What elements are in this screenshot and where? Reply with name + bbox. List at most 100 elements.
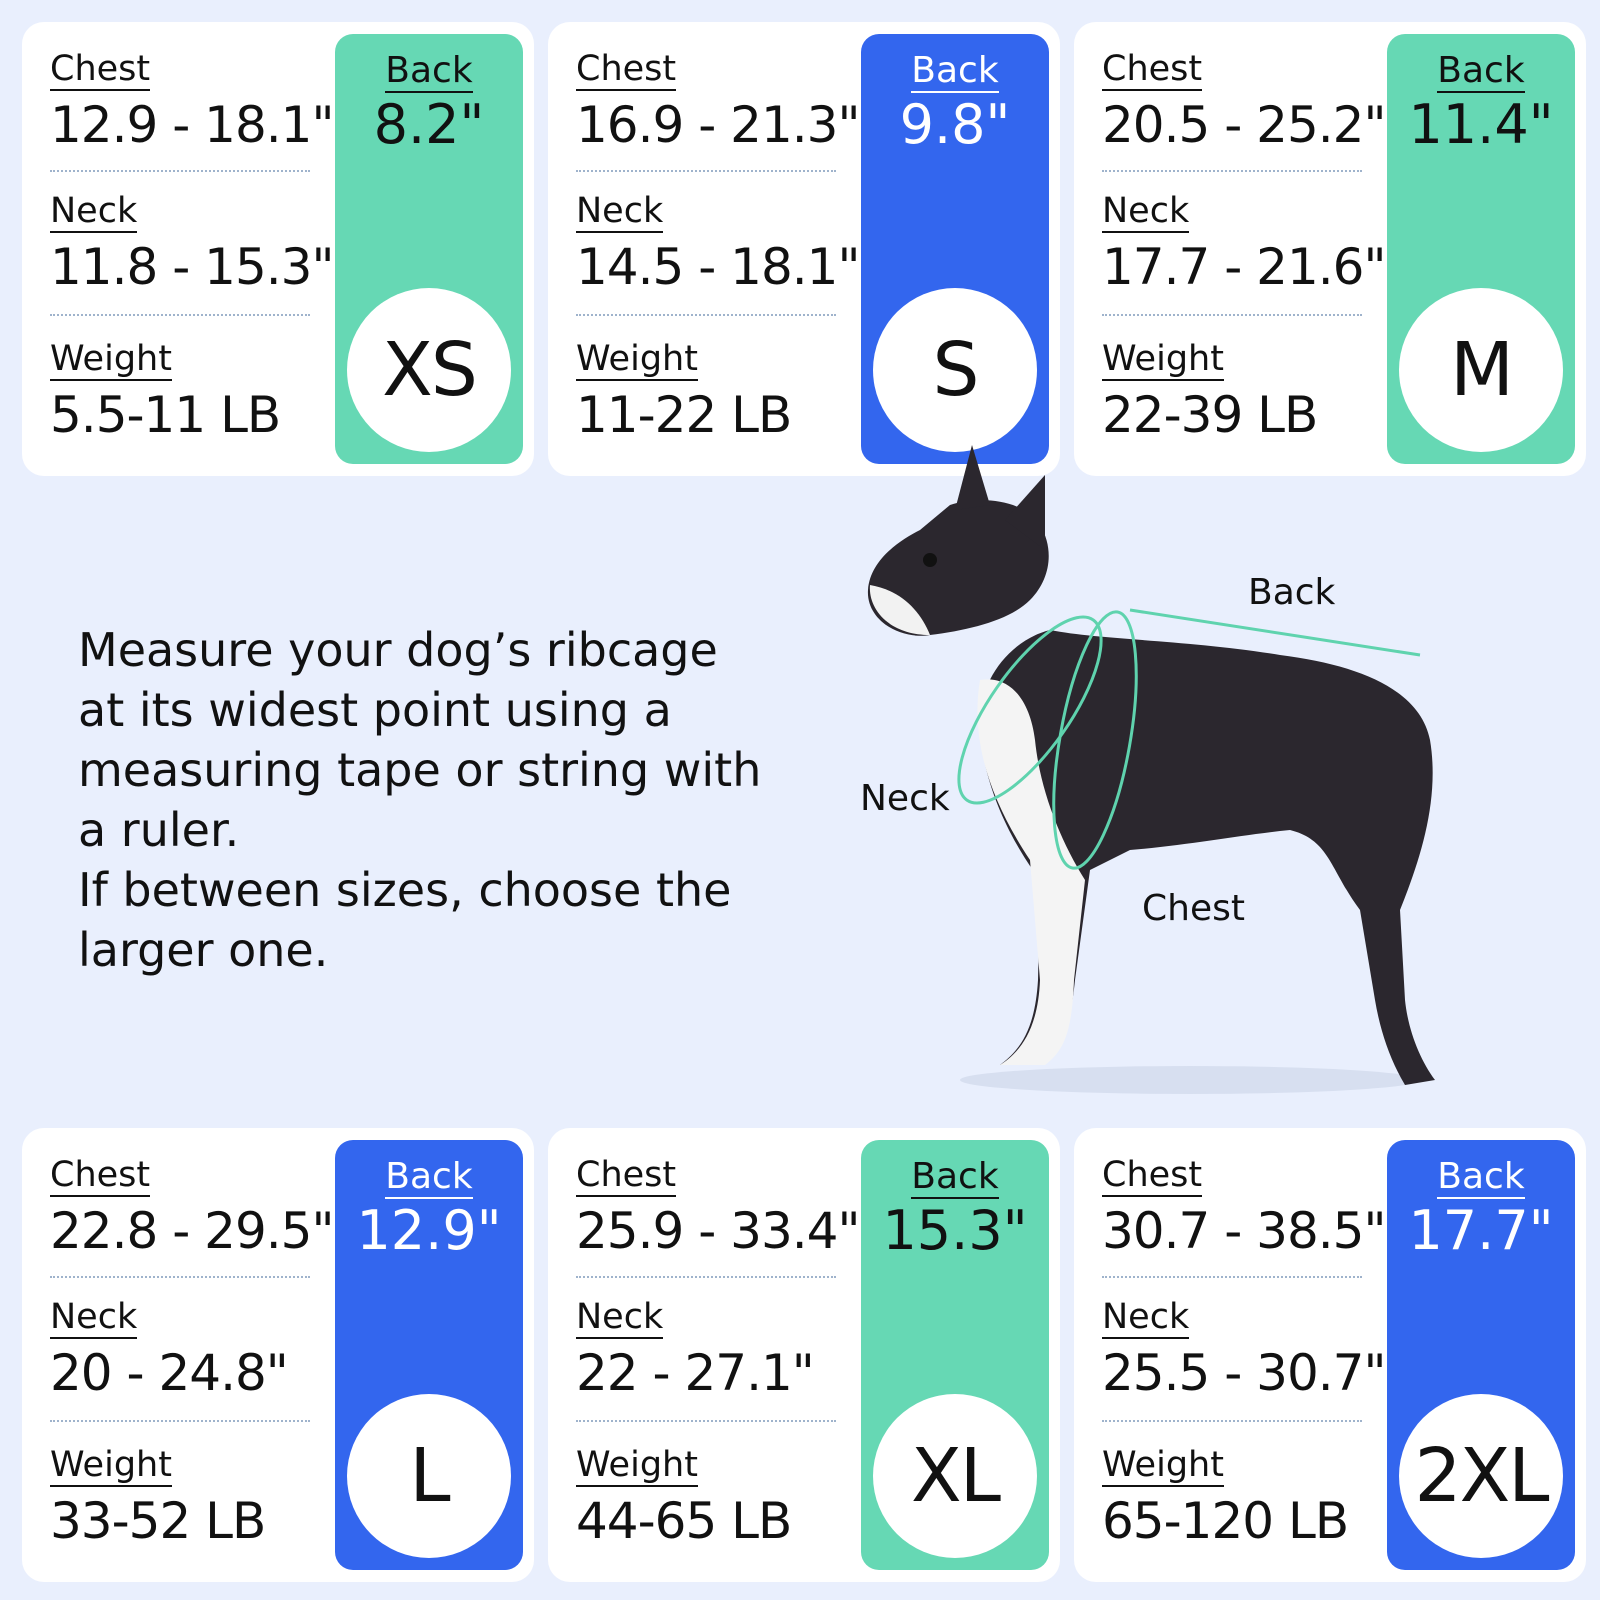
weight-label: Weight — [1102, 339, 1224, 381]
weight-value: 5.5-11 LB — [50, 386, 281, 444]
neck-stat: Neck 22 - 27.1" — [576, 1298, 838, 1401]
neck-stat: Neck 14.5 - 18.1" — [576, 191, 860, 296]
chest-label: Chest — [576, 49, 677, 91]
chest-value: 25.9 - 33.4" — [576, 1202, 860, 1260]
neck-value: 22 - 27.1" — [576, 1344, 815, 1402]
neck-label: Neck — [576, 1297, 664, 1339]
weight-label: Weight — [1102, 1445, 1224, 1487]
neck-label: Neck — [576, 191, 664, 233]
neck-stat: Neck 25.5 - 30.7" — [1102, 1297, 1386, 1402]
neck-label: Neck — [50, 1297, 138, 1339]
back-panel: Back 9.8" S — [861, 34, 1049, 464]
back-label: Back — [385, 50, 473, 93]
weight-label: Weight — [50, 1445, 172, 1487]
back-value: 12.9" — [356, 1199, 502, 1262]
weight-value: 33-52 LB — [50, 1492, 266, 1550]
chest-value: 16.9 - 21.3" — [576, 96, 860, 154]
neck-label: Neck — [1102, 191, 1190, 233]
weight-label: Weight — [50, 339, 172, 381]
back-value: 9.8" — [899, 93, 1011, 156]
weight-value: 22-39 LB — [1102, 386, 1318, 444]
size-card-s: Chest 16.9 - 21.3" Neck 14.5 - 18.1" Wei… — [548, 22, 1060, 476]
chest-label: Chest — [1102, 49, 1203, 91]
chest-stat: Chest 30.7 - 38.5" — [1102, 1155, 1386, 1260]
back-panel: Back 17.7" 2XL — [1387, 1140, 1575, 1570]
chest-stat: Chest 16.9 - 21.3" — [576, 49, 860, 154]
divider — [576, 314, 836, 316]
size-badge: 2XL — [1399, 1394, 1563, 1558]
neck-value: 25.5 - 30.7" — [1102, 1344, 1386, 1402]
back-panel: Back 8.2" XS — [335, 34, 523, 464]
weight-stat: Weight 11-22 LB — [576, 340, 838, 443]
neck-value: 14.5 - 18.1" — [576, 238, 860, 296]
size-badge: M — [1399, 288, 1563, 452]
neck-stat: Neck 11.8 - 15.3" — [50, 192, 334, 296]
divider — [50, 170, 310, 172]
back-value: 11.4" — [1408, 93, 1554, 156]
weight-stat: Weight 65-120 LB — [1102, 1446, 1364, 1549]
weight-stat: Weight 22-39 LB — [1102, 340, 1364, 443]
measuring-instructions: Measure your dog’s ribcage at its widest… — [78, 620, 778, 980]
weight-value: 44-65 LB — [576, 1492, 792, 1550]
chest-stat: Chest 12.9 - 18.1" — [50, 49, 334, 154]
size-card-l: Chest 22.8 - 29.5" Neck 20 - 24.8" Weigh… — [22, 1128, 534, 1582]
size-card-2xl: Chest 30.7 - 38.5" Neck 25.5 - 30.7" Wei… — [1074, 1128, 1586, 1582]
dog-measurement-diagram: Back Neck Chest — [860, 440, 1460, 1120]
size-badge: XS — [347, 288, 511, 452]
weight-stat: Weight 44-65 LB — [576, 1446, 838, 1549]
neck-value: 11.8 - 15.3" — [50, 238, 334, 296]
chest-label: Chest — [576, 1155, 677, 1197]
weight-label: Weight — [576, 339, 698, 381]
weight-stat: Weight 33-52 LB — [50, 1446, 312, 1549]
divider — [1102, 1276, 1362, 1278]
divider — [576, 1420, 836, 1422]
weight-value: 65-120 LB — [1102, 1492, 1349, 1550]
back-measure-label: Back — [1248, 572, 1336, 613]
chest-label: Chest — [1102, 1155, 1203, 1197]
back-label: Back — [385, 1156, 473, 1199]
chest-stat: Chest 22.8 - 29.5" — [50, 1155, 334, 1260]
neck-stat: Neck 20 - 24.8" — [50, 1298, 312, 1401]
divider — [1102, 314, 1362, 316]
neck-measure-label: Neck — [860, 778, 950, 819]
chest-value: 20.5 - 25.2" — [1102, 96, 1386, 154]
neck-label: Neck — [1102, 1297, 1190, 1339]
back-value: 15.3" — [882, 1199, 1028, 1262]
divider — [50, 314, 310, 316]
divider — [1102, 170, 1362, 172]
size-card-xl: Chest 25.9 - 33.4" Neck 22 - 27.1" Weigh… — [548, 1128, 1060, 1582]
size-card-m: Chest 20.5 - 25.2" Neck 17.7 - 21.6" Wei… — [1074, 22, 1586, 476]
back-panel: Back 15.3" XL — [861, 1140, 1049, 1570]
size-badge: L — [347, 1394, 511, 1558]
size-badge: XL — [873, 1394, 1037, 1558]
back-value: 17.7" — [1408, 1199, 1554, 1262]
chest-label: Chest — [50, 1155, 151, 1197]
back-panel: Back 11.4" M — [1387, 34, 1575, 464]
chest-measure-label: Chest — [1142, 888, 1245, 929]
chest-label: Chest — [50, 49, 151, 91]
chest-stat: Chest 25.9 - 33.4" — [576, 1155, 860, 1260]
chest-value: 22.8 - 29.5" — [50, 1202, 334, 1260]
divider — [50, 1420, 310, 1422]
back-label: Back — [911, 50, 999, 93]
back-panel: Back 12.9" L — [335, 1140, 523, 1570]
instruction-between-sizes: If between sizes, choose the larger one. — [78, 863, 732, 977]
weight-label: Weight — [576, 1445, 698, 1487]
neck-value: 17.7 - 21.6" — [1102, 238, 1386, 296]
divider — [50, 1276, 310, 1278]
weight-value: 11-22 LB — [576, 386, 792, 444]
back-value: 8.2" — [373, 93, 485, 156]
neck-value: 20 - 24.8" — [50, 1344, 289, 1402]
weight-stat: Weight 5.5-11 LB — [50, 340, 312, 443]
instruction-measure: Measure your dog’s ribcage at its widest… — [78, 623, 762, 857]
chest-value: 30.7 - 38.5" — [1102, 1202, 1386, 1260]
size-card-xs: Chest 12.9 - 18.1" Neck 11.8 - 15.3" Wei… — [22, 22, 534, 476]
back-label: Back — [1437, 1156, 1525, 1199]
divider — [1102, 1420, 1362, 1422]
chest-value: 12.9 - 18.1" — [50, 96, 334, 154]
divider — [576, 170, 836, 172]
dog-illustration — [867, 445, 1435, 1094]
divider — [576, 1276, 836, 1278]
back-label: Back — [911, 1156, 999, 1199]
back-label: Back — [1437, 50, 1525, 93]
